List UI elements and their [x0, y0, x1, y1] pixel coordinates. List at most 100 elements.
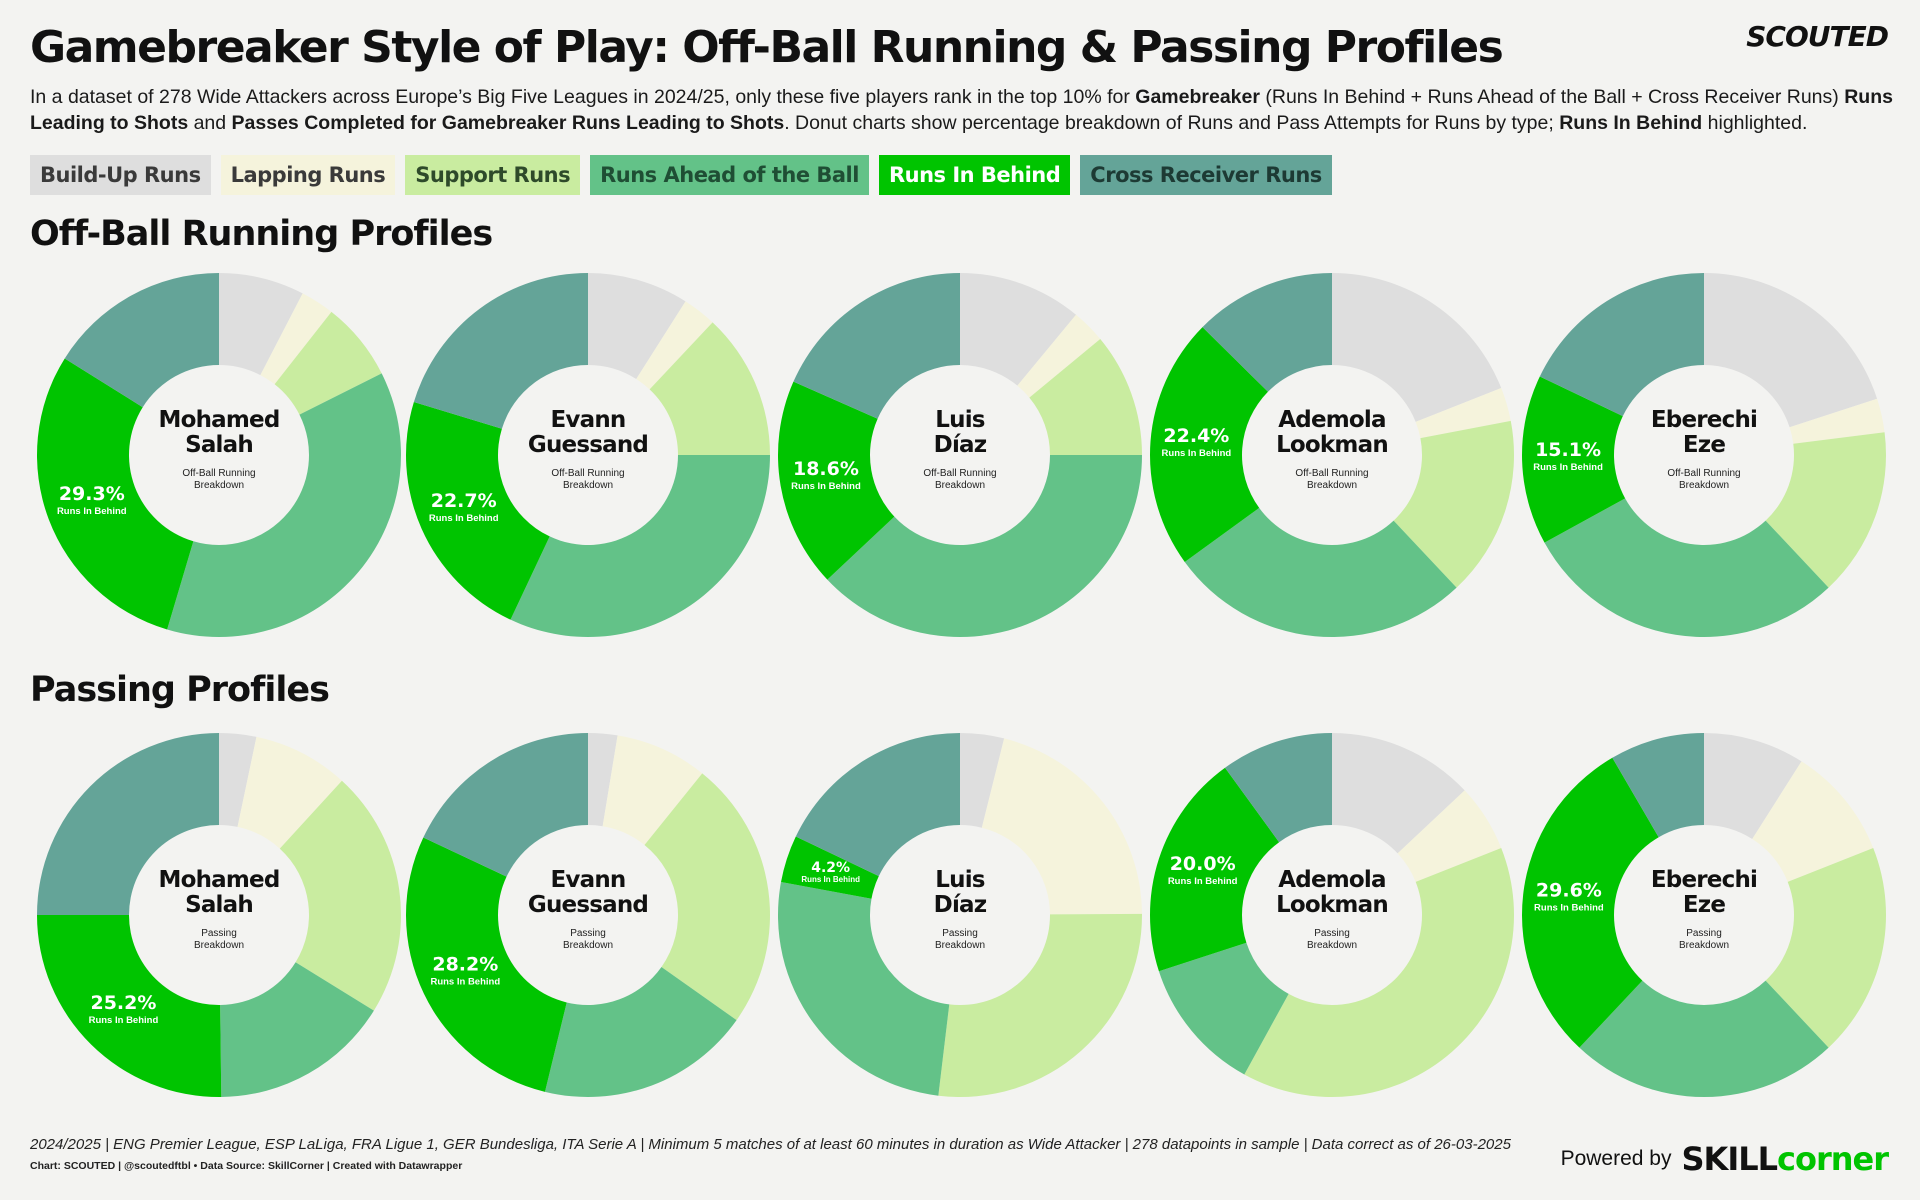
breakdown-label: Off-Ball Running — [551, 468, 624, 479]
runs-in-behind-label: Runs In Behind — [57, 506, 127, 517]
donut-slice-runs-in-behind — [1150, 767, 1280, 972]
runs-in-behind-label: Runs In Behind — [791, 481, 861, 492]
runs-in-behind-label: Runs In Behind — [1533, 462, 1603, 473]
breakdown-label: Breakdown — [194, 940, 244, 951]
donut-slice-runs-in-behind — [781, 836, 879, 899]
subtitle-text: and — [188, 112, 232, 134]
donut-slice-runs-ahead-of-the-ball — [778, 882, 950, 1096]
donut-slice-cross-receiver-runs — [423, 733, 588, 877]
player-name: Mohamed — [158, 867, 279, 893]
donut-slice-runs-in-behind — [406, 402, 550, 620]
brand-logo: SCOUTED — [1746, 20, 1889, 53]
donut-slice-build-up-runs — [219, 273, 303, 376]
donut-slice-support-runs — [1244, 848, 1514, 1098]
subtitle: In a dataset of 278 Wide Attackers acros… — [30, 84, 1900, 136]
subtitle-bold: Runs Leading to Shots — [30, 86, 1893, 134]
donut-slice-runs-ahead-of-the-ball — [1158, 942, 1289, 1075]
donut-slice-build-up-runs — [960, 273, 1077, 386]
breakdown-label: Breakdown — [1679, 480, 1729, 491]
legend-item-in-behind: Runs In Behind — [878, 155, 1071, 195]
section-title-passing: Passing Profiles — [30, 670, 330, 710]
powered-label: Powered by — [1560, 1147, 1672, 1170]
player-name: Guessand — [528, 892, 648, 918]
player-name: Salah — [185, 432, 253, 458]
runs-in-behind-label: Runs In Behind — [1162, 448, 1232, 459]
donut-slice-lapping-runs — [237, 736, 342, 849]
donut-slice-build-up-runs — [960, 733, 1005, 828]
runs-in-behind-value: 20.0% — [1170, 853, 1236, 875]
donut-slice-runs-in-behind — [36, 358, 194, 630]
runs-in-behind-value: 4.2% — [811, 860, 850, 876]
donut-slice-runs-ahead-of-the-ball — [1184, 507, 1457, 637]
donut-slice-support-runs — [1765, 848, 1887, 1048]
donut-slice-cross-receiver-runs — [64, 273, 219, 408]
subtitle-bold: Passes Completed for Gamebreaker Runs Le… — [231, 112, 785, 134]
player-name: Evann — [551, 407, 626, 433]
breakdown-label: Breakdown — [1679, 940, 1729, 951]
donut-slice-cross-receiver-runs — [793, 273, 960, 419]
breakdown-label: Breakdown — [935, 480, 985, 491]
provider-logo-part: corner — [1777, 1140, 1889, 1178]
breakdown-label: Breakdown — [563, 940, 613, 951]
donut-slice-lapping-runs — [1397, 790, 1502, 882]
runs-in-behind-label: Runs In Behind — [430, 977, 500, 988]
breakdown-label: Passing — [570, 928, 606, 939]
donut-slice-build-up-runs — [1704, 733, 1802, 840]
runs-in-behind-label: Runs In Behind — [1534, 903, 1604, 914]
player-name: Lookman — [1276, 892, 1388, 918]
player-name: Eberechi — [1651, 407, 1757, 433]
breakdown-label: Passing — [942, 928, 978, 939]
player-name: Ademola — [1278, 867, 1385, 893]
section-title-running: Off-Ball Running Profiles — [30, 214, 493, 254]
provider-logo-part: SKILL — [1681, 1140, 1778, 1178]
donut-slice-runs-in-behind — [37, 915, 222, 1097]
subtitle-text: . Donut charts show percentage breakdown… — [784, 112, 1560, 134]
breakdown-label: Breakdown — [194, 480, 244, 491]
runs-in-behind-value: 22.7% — [431, 490, 497, 512]
player-name: Ademola — [1278, 407, 1385, 433]
donut-slice-runs-in-behind — [405, 837, 567, 1092]
donut-slice-lapping-runs — [636, 301, 713, 390]
breakdown-label: Breakdown — [1307, 480, 1357, 491]
page-title: Gamebreaker Style of Play: Off-Ball Runn… — [30, 22, 1504, 73]
subtitle-bold: Runs In Behind — [1559, 112, 1703, 134]
donut-slice-cross-receiver-runs — [37, 733, 219, 915]
donut-slice-runs-in-behind — [1522, 376, 1626, 543]
provider-logo: SKILLcorner — [1681, 1140, 1889, 1178]
legend-item-support: Support Runs — [405, 155, 581, 195]
donut-slice-lapping-runs — [1752, 761, 1874, 882]
donut-slice-cross-receiver-runs — [1612, 733, 1704, 838]
footer-notes: 2024/2025 | ENG Premier League, ESP LaLi… — [30, 1136, 1511, 1153]
donut-slice-build-up-runs — [588, 733, 618, 827]
player-name: Guessand — [528, 432, 648, 458]
breakdown-label: Passing — [1686, 928, 1722, 939]
player-name: Eberechi — [1651, 867, 1757, 893]
donut-slice-runs-ahead-of-the-ball — [827, 455, 1142, 637]
subtitle-text: (Runs In Behind + Runs Ahead of the Ball… — [1259, 86, 1845, 108]
donut-slice-support-runs — [1765, 432, 1886, 588]
donut-slice-build-up-runs — [1704, 273, 1878, 428]
donut-slice-cross-receiver-runs — [1202, 273, 1332, 392]
donut-slice-cross-receiver-runs — [1539, 273, 1704, 417]
donut-slice-support-runs — [1393, 420, 1514, 588]
player-name: Luis — [935, 867, 985, 893]
player-name: Mohamed — [158, 407, 279, 433]
legend-item-ahead-of-ball: Runs Ahead of the Ball — [590, 155, 869, 195]
breakdown-label: Breakdown — [935, 940, 985, 951]
donut-slice-support-runs — [938, 913, 1142, 1097]
donut-slice-runs-ahead-of-the-ball — [1544, 498, 1829, 637]
breakdown-label: Off-Ball Running — [923, 468, 996, 479]
donut-slice-support-runs — [279, 780, 401, 1011]
donut-slice-support-runs — [274, 311, 382, 415]
player-name: Díaz — [934, 432, 987, 458]
donut-slice-lapping-runs — [1789, 398, 1885, 444]
player-name: Evann — [551, 867, 626, 893]
donut-slice-lapping-runs — [981, 738, 1142, 915]
runs-in-behind-value: 29.6% — [1536, 880, 1602, 902]
